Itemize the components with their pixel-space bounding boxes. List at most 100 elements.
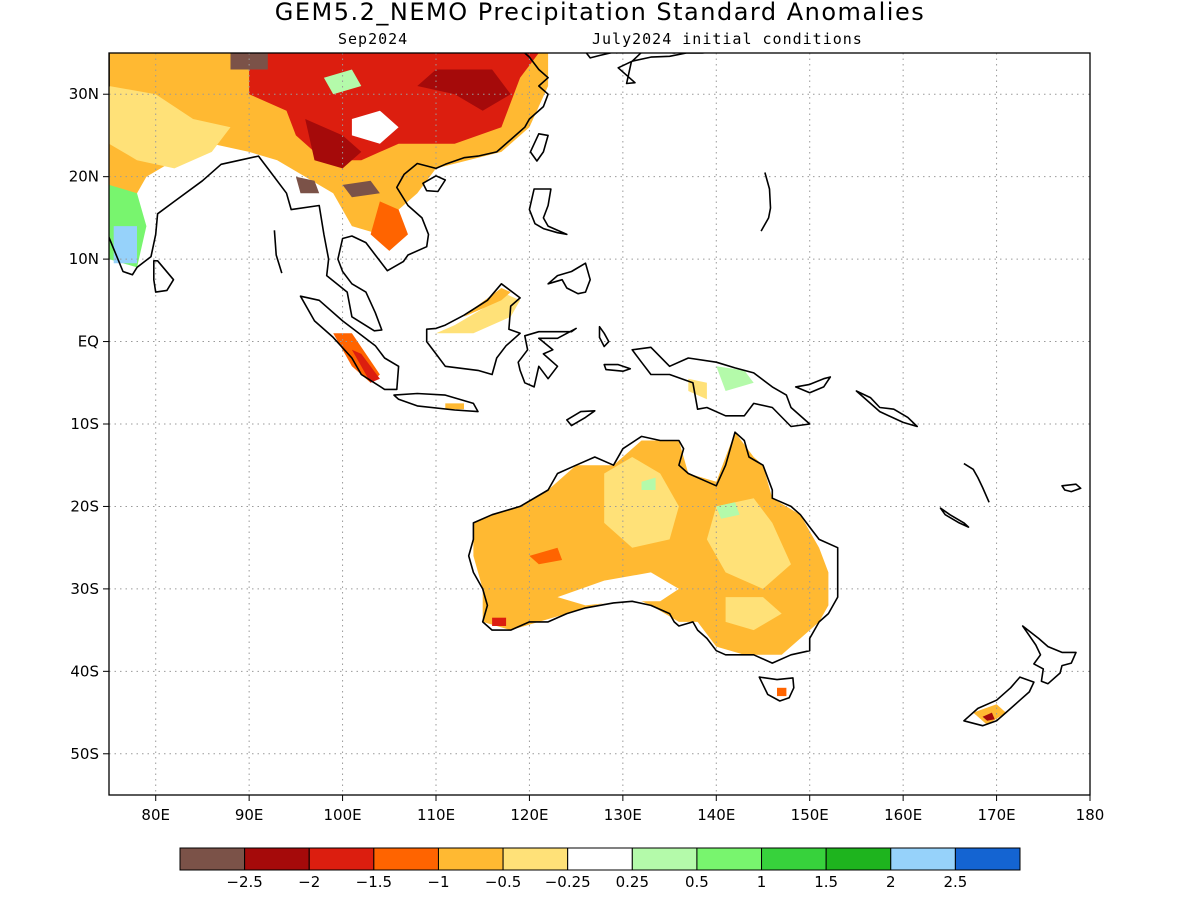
anomaly-china-dark [417,69,511,111]
lon-tick-label: 150E [791,806,829,824]
colorbar-label: −2 [298,873,320,891]
coast-newguinea [631,346,811,428]
coast-mindanao [547,262,592,295]
subtitle-init: July2024 initial conditions [592,30,863,48]
anomaly-borneo-pale [436,292,521,334]
axis-ticks: 30N 20N 10N EQ 10S 20S 30S 40S 50S 80E 90E 100E 110E… [69,85,1105,824]
anomaly-sumatra-red [351,349,380,383]
anomaly-australia-sw-red [492,617,507,626]
lat-tick-label: EQ [78,333,99,351]
coast-nz-north [1021,625,1077,685]
anomaly-india-lightblue [113,226,137,264]
coast-japan [617,53,710,85]
anomaly-tasmania-spot [777,687,787,697]
coast-newbritain [794,376,832,394]
coast-fiji [1061,483,1082,493]
colorbar-label: −1 [427,873,449,891]
anomaly-australia-southeast-pale [725,597,782,631]
anomaly-borneo-orange [464,288,511,317]
anomaly-australia-white-belt [557,572,679,606]
lat-tick-label: 40S [70,662,99,680]
anomaly-australia-green-qld [716,502,740,519]
colorbar-swatch [696,847,763,871]
coast-nz-south [963,676,1035,727]
lon-tick-label: 100E [324,806,362,824]
coast-borneo [425,282,521,376]
colorbar-label: 0.5 [685,873,709,891]
lat-tick-label: 10S [70,415,99,433]
lon-tick-label: 180 [1076,806,1105,824]
lat-tick-label: 30S [70,580,99,598]
anomaly-asia-india-pale [109,86,231,169]
colorbar-swatch [502,847,569,871]
coast-timor [565,409,596,427]
anomaly-australia-green-nt [641,477,656,490]
lon-tick-label: 110E [417,806,455,824]
colorbar-swatch [761,847,827,871]
colorbar-swatch [567,847,633,871]
lon-tick-label: 130E [604,806,642,824]
coast-mariana-arc [760,172,772,232]
coast-australia [467,431,839,664]
coast-tasmania [758,676,795,702]
lon-tick-label: 160E [884,806,922,824]
colorbar-swatch [308,847,375,871]
coast-korea [585,53,618,59]
colorbar-label: 0.25 [616,873,649,891]
anomaly-australia-wa-dark [529,547,563,565]
anomaly-china-sw-dark [305,119,362,169]
colorbar-swatch [825,847,892,871]
coastlines [109,53,1082,727]
coast-newcaledonia [939,507,970,528]
lat-tick-label: 10N [69,250,99,268]
coast-sulawesi [517,327,577,388]
colorbar-label: −0.25 [545,873,591,891]
anomaly-thailand-brown [342,180,380,198]
lon-tick-label: 140E [697,806,735,824]
chart-title: GEM5.2_NEMO Precipitation Standard Anoma… [274,0,926,26]
colorbar-label: 2 [886,873,896,891]
colorbar-label: −1.5 [356,873,392,891]
anomaly-newguinea-green [716,366,754,391]
lat-tick-label: 50S [70,745,99,763]
colorbar-swatch [631,847,698,871]
lon-tick-label: 80E [141,806,170,824]
anomaly-tibet-brown [230,53,268,70]
subtitle-month: Sep2024 [338,30,409,48]
colorbar-label: 2.5 [943,873,967,891]
colorbar-label: 1 [757,873,767,891]
coast-mainland [109,53,549,332]
colorbar-swatch [890,847,956,871]
anomaly-nz-dark [982,712,995,721]
lat-tick-label: 20S [70,497,99,515]
colorbar-label: 1.5 [814,873,838,891]
coast-hainan [422,175,447,193]
coast-seram [603,363,632,373]
anomaly-australia-central-pale [604,457,679,548]
lat-tick-label: 20N [69,168,99,186]
colorbar-swatch [179,847,246,871]
anomaly-fills [109,53,1006,725]
coast-taiwan [529,133,549,162]
colorbar-label: −2.5 [226,873,262,891]
coast-sumatra [299,295,400,391]
coast-java [393,392,479,413]
colorbar-label: −0.5 [485,873,521,891]
colorbar-swatch [244,847,310,871]
lon-tick-label: 120E [510,806,548,824]
colorbar-swatch [954,847,1021,871]
colorbar-swatch [437,847,504,871]
lon-tick-label: 90E [235,806,264,824]
anomaly-myanmar-brown [295,176,320,194]
coast-halmahera [598,325,610,348]
lat-tick-label: 30N [69,85,99,103]
graticule [109,53,1090,795]
coast-vanuatu [963,462,990,503]
lon-tick-label: 170E [978,806,1016,824]
coast-nicobar-andaman [273,230,283,274]
coast-luzon [528,188,568,236]
anomaly-china-white [351,110,399,144]
colorbar-swatch [373,847,439,871]
anomaly-vietnam-orange [370,201,408,251]
